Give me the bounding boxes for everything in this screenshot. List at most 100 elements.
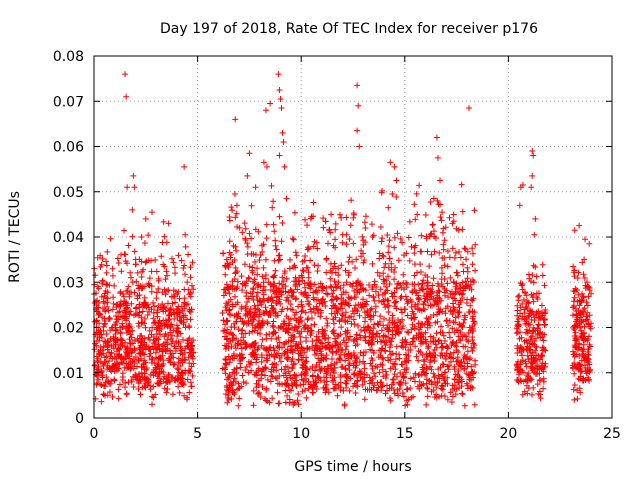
data-point bbox=[459, 261, 466, 268]
data-point bbox=[284, 305, 291, 312]
data-point bbox=[301, 326, 308, 333]
data-point bbox=[434, 197, 441, 204]
data-point bbox=[436, 249, 443, 256]
data-point bbox=[378, 347, 385, 354]
data-point bbox=[285, 354, 292, 361]
data-point bbox=[138, 273, 145, 280]
data-point bbox=[233, 318, 240, 325]
data-point bbox=[466, 374, 473, 381]
data-point bbox=[154, 380, 161, 387]
data-point bbox=[528, 184, 535, 191]
data-point bbox=[412, 216, 419, 223]
data-point bbox=[422, 211, 429, 218]
data-point bbox=[420, 292, 427, 299]
data-point bbox=[455, 333, 462, 340]
data-point bbox=[403, 284, 410, 291]
data-point bbox=[221, 364, 228, 371]
data-point bbox=[428, 251, 435, 258]
data-point bbox=[431, 393, 438, 400]
data-point bbox=[410, 310, 417, 317]
data-point bbox=[570, 386, 577, 393]
data-point bbox=[446, 334, 453, 341]
data-point bbox=[472, 267, 479, 274]
data-point bbox=[275, 350, 282, 357]
data-point bbox=[275, 252, 282, 259]
data-point bbox=[305, 279, 312, 286]
data-point bbox=[265, 312, 272, 319]
data-point bbox=[110, 294, 117, 301]
data-point bbox=[346, 269, 353, 276]
data-point bbox=[246, 230, 253, 237]
data-point bbox=[226, 382, 233, 389]
data-point bbox=[328, 367, 335, 374]
data-point bbox=[114, 255, 121, 262]
data-point bbox=[529, 330, 536, 337]
data-point bbox=[388, 385, 395, 392]
data-point bbox=[172, 348, 179, 355]
data-point bbox=[536, 377, 543, 384]
data-point bbox=[438, 323, 445, 330]
data-point bbox=[244, 172, 251, 179]
data-point bbox=[418, 330, 425, 337]
data-point bbox=[583, 299, 590, 306]
data-point bbox=[267, 344, 274, 351]
data-point bbox=[253, 380, 260, 387]
data-point bbox=[393, 298, 400, 305]
data-point bbox=[249, 269, 256, 276]
data-point bbox=[361, 219, 368, 226]
data-point bbox=[257, 283, 264, 290]
data-point bbox=[173, 305, 180, 312]
data-point bbox=[337, 356, 344, 363]
data-point bbox=[182, 370, 189, 377]
data-point bbox=[233, 335, 240, 342]
data-point bbox=[176, 295, 183, 302]
data-point bbox=[181, 286, 188, 293]
data-point bbox=[164, 272, 171, 279]
data-point bbox=[531, 358, 538, 365]
data-point bbox=[113, 355, 120, 362]
data-point bbox=[583, 370, 590, 377]
data-point bbox=[442, 355, 449, 362]
data-point bbox=[397, 235, 404, 242]
data-point bbox=[334, 295, 341, 302]
data-point bbox=[332, 283, 339, 290]
data-point bbox=[224, 285, 231, 292]
data-point bbox=[534, 366, 541, 373]
data-point bbox=[225, 307, 232, 314]
data-point bbox=[172, 270, 179, 277]
data-point bbox=[437, 214, 444, 221]
data-point bbox=[269, 373, 276, 380]
data-point bbox=[375, 354, 382, 361]
data-point bbox=[449, 245, 456, 252]
data-point bbox=[576, 385, 583, 392]
data-point bbox=[391, 293, 398, 300]
data-point bbox=[422, 336, 429, 343]
data-point bbox=[420, 301, 427, 308]
data-point bbox=[521, 306, 528, 313]
data-point bbox=[371, 297, 378, 304]
data-point bbox=[466, 356, 473, 363]
data-point bbox=[276, 252, 283, 259]
grid-lines bbox=[94, 56, 612, 418]
data-point bbox=[453, 285, 460, 292]
data-point bbox=[302, 387, 309, 394]
data-point bbox=[94, 373, 101, 380]
data-point bbox=[133, 304, 140, 311]
data-point bbox=[112, 341, 119, 348]
data-point bbox=[372, 303, 379, 310]
data-point bbox=[369, 336, 376, 343]
data-point bbox=[466, 105, 473, 112]
data-point bbox=[365, 340, 372, 347]
data-point bbox=[118, 359, 125, 366]
data-point bbox=[276, 86, 283, 93]
data-point bbox=[459, 226, 466, 233]
data-point bbox=[356, 368, 363, 375]
data-point bbox=[317, 368, 324, 375]
data-point bbox=[434, 154, 441, 161]
data-point bbox=[329, 328, 336, 335]
data-point bbox=[411, 272, 418, 279]
data-point bbox=[149, 393, 156, 400]
data-point bbox=[128, 289, 135, 296]
data-point bbox=[382, 390, 389, 397]
data-point bbox=[393, 328, 400, 335]
